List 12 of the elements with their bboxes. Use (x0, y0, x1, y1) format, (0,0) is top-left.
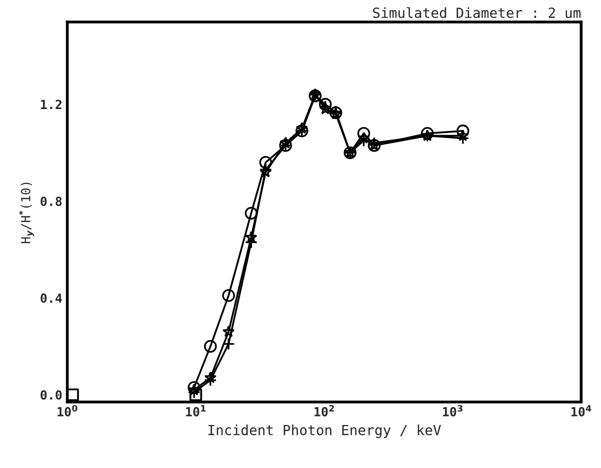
y-tick-label: 0.0 (40, 390, 62, 400)
y-tick-label: 0.8 (40, 196, 62, 206)
x-tick-label: 10$^{1}$ (186, 405, 206, 416)
chart-title: Simulated Diameter : 2 um (373, 7, 581, 18)
y-tick-label: 0.4 (40, 293, 62, 303)
y-tick-label: 1.2 (41, 100, 62, 110)
x-tick-label: 10$^{3}$ (443, 404, 462, 416)
x-axis-title: Incident Photon Energy / keV (208, 424, 441, 438)
x-tick-label: 10$^{2}$ (314, 404, 334, 416)
y-axis-title: H$_{y}$/H$^{*}$(10) (18, 182, 34, 244)
x-tick-label: 10$^{4}$ (572, 405, 592, 416)
x-tick-label: 10$^{0}$ (58, 404, 78, 416)
